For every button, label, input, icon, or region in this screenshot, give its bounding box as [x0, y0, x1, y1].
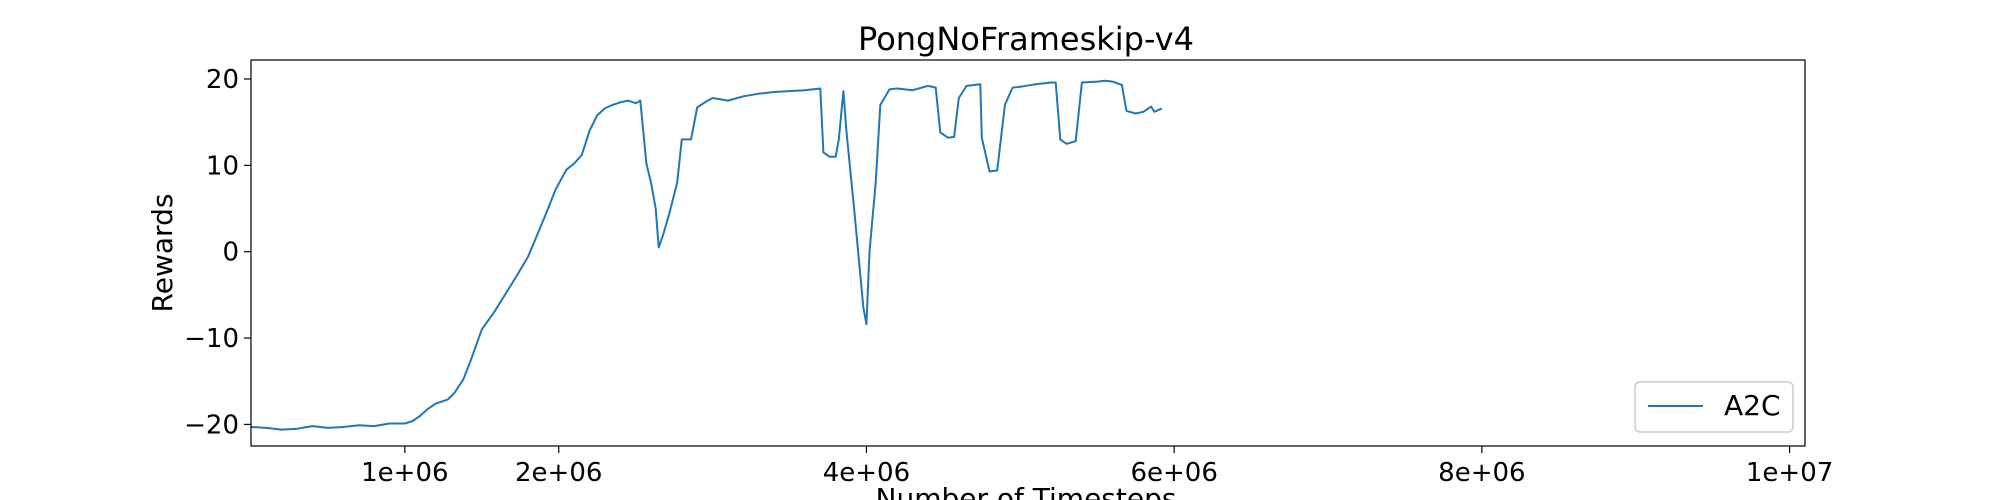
series-line-a2c — [250, 79, 1163, 431]
x-tick-label: 1e+06 — [361, 458, 448, 488]
plot-area — [251, 60, 1805, 446]
y-axis: −20 −10 0 10 20 — [184, 65, 251, 440]
x-tick-label: 4e+06 — [823, 458, 910, 488]
x-axis: 1e+06 2e+06 4e+06 6e+06 8e+06 1e+07 — [361, 446, 1833, 488]
chart-title: PongNoFrameskip-v4 — [858, 20, 1194, 58]
x-tick-label: 1e+07 — [1746, 458, 1833, 488]
legend: A2C — [1634, 381, 1794, 433]
legend-box — [1634, 381, 1794, 433]
y-axis-label: Rewards — [146, 194, 179, 313]
y-tick-label: 0 — [222, 238, 239, 268]
y-tick-label: 20 — [206, 65, 239, 95]
x-tick-label: 8e+06 — [1438, 458, 1525, 488]
x-tick-label: 6e+06 — [1130, 458, 1217, 488]
y-tick-label: −10 — [184, 324, 239, 354]
x-tick-label: 2e+06 — [515, 458, 602, 488]
y-tick-label: −20 — [184, 410, 239, 440]
y-tick-label: 10 — [206, 151, 239, 181]
plot-frame — [250, 59, 1806, 447]
x-axis-label: Number of Timesteps — [876, 482, 1177, 500]
series-layer — [250, 79, 1163, 431]
legend-label-a2c: A2C — [1724, 389, 1781, 422]
